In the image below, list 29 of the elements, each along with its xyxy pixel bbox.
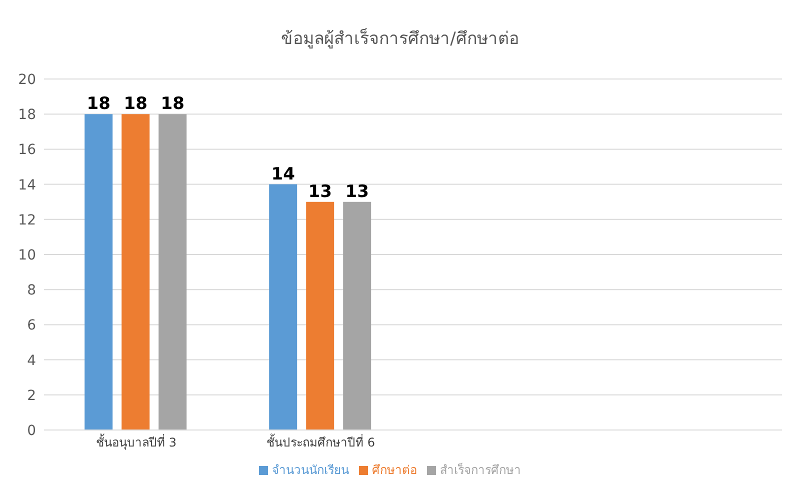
bar [306, 202, 334, 430]
data-label: 18 [124, 94, 148, 114]
legend-label: ศึกษาต่อ [372, 463, 417, 477]
y-tick-label: 2 [27, 388, 36, 404]
y-tick-label: 6 [27, 318, 36, 334]
bar [158, 114, 187, 430]
data-label: 13 [345, 182, 369, 202]
y-tick-label: 14 [18, 177, 36, 194]
bar [343, 202, 372, 430]
legend-label: สำเร็จการศึกษา [440, 463, 521, 477]
data-label: 13 [308, 182, 332, 202]
data-label: 18 [160, 94, 184, 114]
bar [122, 114, 150, 430]
y-tick-label: 12 [18, 212, 36, 228]
bar [84, 114, 113, 430]
legend-label: จำนวนนักเรียน [272, 463, 349, 477]
y-tick-label: 4 [27, 352, 36, 369]
bar [269, 184, 298, 430]
x-tick-label: ชั้นประถมศึกษาปีที่ 6 [266, 434, 375, 450]
y-tick-label: 10 [18, 247, 36, 264]
y-tick-label: 16 [18, 142, 36, 158]
y-tick-label: 18 [18, 107, 36, 124]
chart-title: ข้อมูลผู้สำเร็จการศึกษา/ศึกษาต่อ [280, 27, 520, 51]
x-tick-label: ชั้นอนุบาลปีที่ 3 [96, 434, 176, 451]
data-label: 14 [271, 164, 296, 184]
y-tick-label: 20 [18, 72, 36, 88]
data-label: 18 [86, 94, 110, 114]
y-tick-label: 8 [27, 282, 36, 299]
y-tick-label: 0 [27, 422, 36, 439]
